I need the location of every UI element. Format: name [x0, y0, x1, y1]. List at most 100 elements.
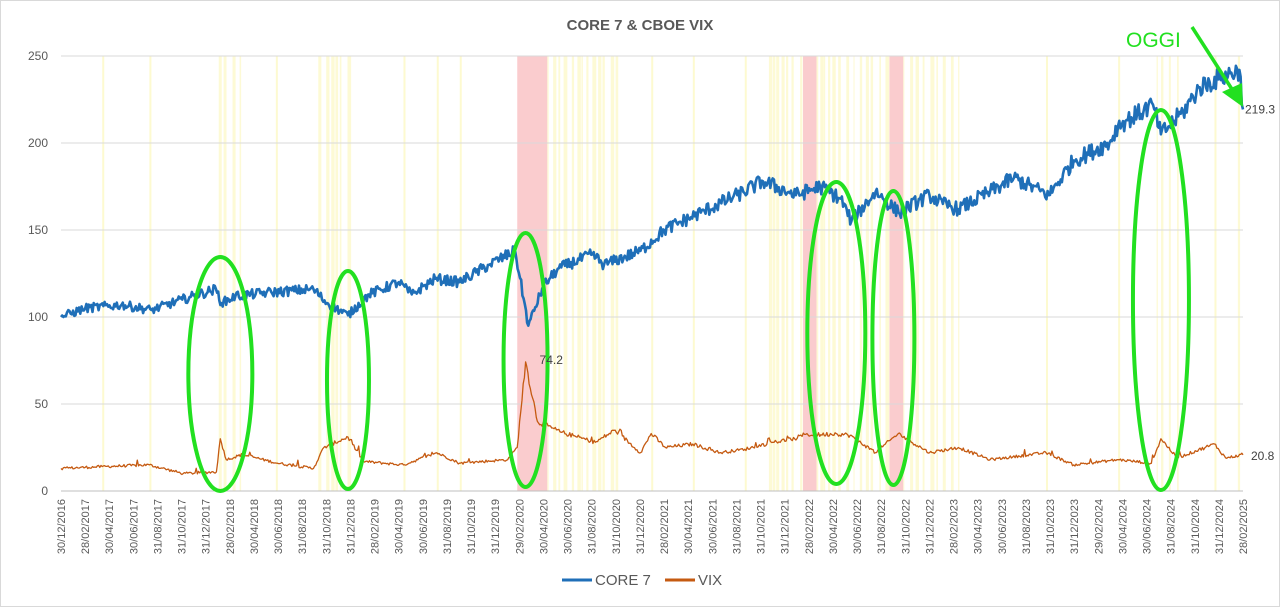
band-yellow — [744, 56, 747, 491]
oggi-arrow-icon — [1190, 26, 1243, 107]
band-yellow — [563, 56, 568, 491]
data-labels: 74.2 219.3 20.8 — [540, 102, 1276, 462]
band-yellow — [1046, 56, 1048, 491]
band-yellow — [598, 56, 602, 491]
band-red — [889, 56, 904, 491]
band-yellow — [558, 56, 561, 491]
x-tick-label: 31/08/2023 — [1021, 499, 1033, 554]
x-tick-label: 30/04/2019 — [394, 499, 406, 554]
band-yellow — [610, 56, 615, 491]
band-yellow — [459, 56, 462, 491]
x-tick-label: 30/06/2019 — [418, 499, 430, 554]
x-axis-ticks: 30/12/2016 28/02/2017 30/04/2017 30/06/2017… — [56, 499, 1250, 554]
x-tick-label: 31/12/2017 — [201, 499, 213, 554]
vix-end-label: 20.8 — [1251, 449, 1275, 463]
x-tick-label: 30/06/2021 — [707, 499, 719, 554]
band-yellow — [776, 56, 780, 491]
x-tick-label: 31/08/2020 — [587, 499, 599, 554]
x-tick-label: 28/02/2025 — [1238, 499, 1250, 554]
band-yellow — [1118, 56, 1121, 491]
x-tick-label: 30/06/2024 — [1142, 499, 1154, 554]
band-yellow — [347, 56, 352, 491]
band-yellow — [942, 56, 946, 491]
x-tick-label: 28/02/2018 — [225, 499, 237, 554]
x-tick-label: 30/06/2018 — [273, 499, 285, 554]
band-yellow — [318, 56, 322, 491]
legend: CORE 7 VIX — [562, 572, 722, 589]
band-yellow — [149, 56, 152, 491]
band-yellow — [950, 56, 954, 491]
x-tick-label: 31/10/2022 — [900, 499, 912, 554]
x-tick-label: 31/08/2018 — [297, 499, 309, 554]
series-lines — [59, 64, 1245, 476]
x-tick-label: 28/02/2017 — [80, 499, 92, 554]
band-yellow — [581, 56, 583, 491]
band-yellow — [586, 56, 589, 491]
x-tick-label: 31/08/2021 — [731, 499, 743, 554]
x-tick-label: 29/02/2020 — [514, 499, 526, 554]
band-yellow — [816, 56, 819, 491]
background-bands — [102, 56, 1241, 491]
highlight-ellipse — [324, 269, 371, 491]
band-yellow — [823, 56, 826, 491]
x-tick-label: 31/10/2023 — [1045, 499, 1057, 554]
oggi-annotation: OGGI — [1126, 29, 1181, 52]
band-yellow — [828, 56, 831, 491]
legend-vix-label: VIX — [698, 572, 722, 589]
band-yellow — [865, 56, 869, 491]
band-yellow — [547, 56, 549, 491]
x-tick-label: 30/04/2022 — [828, 499, 840, 554]
x-tick-label: 31/12/2018 — [345, 499, 357, 554]
band-yellow — [592, 56, 597, 491]
band-yellow — [1161, 56, 1164, 491]
band-yellow — [102, 56, 105, 491]
x-tick-label: 29/02/2024 — [1093, 499, 1105, 554]
band-yellow — [781, 56, 785, 491]
band-yellow — [885, 56, 890, 491]
band-yellow — [403, 56, 406, 491]
x-tick-label: 30/04/2020 — [538, 499, 550, 554]
band-yellow — [1168, 56, 1171, 491]
x-tick-label: 30/06/2023 — [997, 499, 1009, 554]
x-tick-label: 30/06/2020 — [563, 499, 575, 554]
x-tick-label: 31/08/2017 — [152, 499, 164, 554]
band-yellow — [958, 56, 960, 491]
band-yellow — [859, 56, 863, 491]
band-yellow — [1214, 56, 1217, 491]
band-yellow — [922, 56, 925, 491]
core7-line — [59, 64, 1245, 327]
band-yellow — [331, 56, 335, 491]
band-yellow — [692, 56, 695, 491]
highlight-ellipses — [186, 108, 1191, 493]
band-yellow — [651, 56, 654, 491]
legend-core7-label: CORE 7 — [595, 572, 651, 589]
band-yellow — [223, 56, 227, 491]
x-tick-label: 30/06/2022 — [852, 499, 864, 554]
x-tick-label: 31/08/2024 — [1166, 499, 1178, 554]
band-yellow — [915, 56, 919, 491]
x-tick-label: 30/04/2024 — [1117, 499, 1129, 554]
x-tick-label: 28/02/2022 — [804, 499, 816, 554]
x-tick-label: 30/04/2021 — [683, 499, 695, 554]
vix-peak-label: 74.2 — [540, 353, 564, 367]
y-tick-label: 0 — [41, 484, 48, 498]
band-yellow — [820, 56, 824, 491]
y-tick-label: 150 — [28, 223, 48, 237]
x-tick-label: 31/10/2017 — [177, 499, 189, 554]
band-yellow — [232, 56, 236, 491]
x-tick-label: 31/12/2020 — [635, 499, 647, 554]
band-yellow — [791, 56, 794, 491]
x-tick-label: 31/08/2019 — [442, 499, 454, 554]
band-yellow — [768, 56, 773, 491]
x-tick-label: 31/10/2018 — [321, 499, 333, 554]
band-yellow — [436, 56, 439, 491]
chart-title: CORE 7 & CBOE VIX — [567, 17, 714, 34]
band-yellow — [339, 56, 342, 491]
highlight-ellipse — [1130, 108, 1191, 492]
band-yellow — [239, 56, 242, 491]
highlight-ellipse — [805, 180, 868, 486]
x-tick-label: 28/02/2021 — [659, 499, 671, 554]
x-tick-label: 31/10/2019 — [466, 499, 478, 554]
